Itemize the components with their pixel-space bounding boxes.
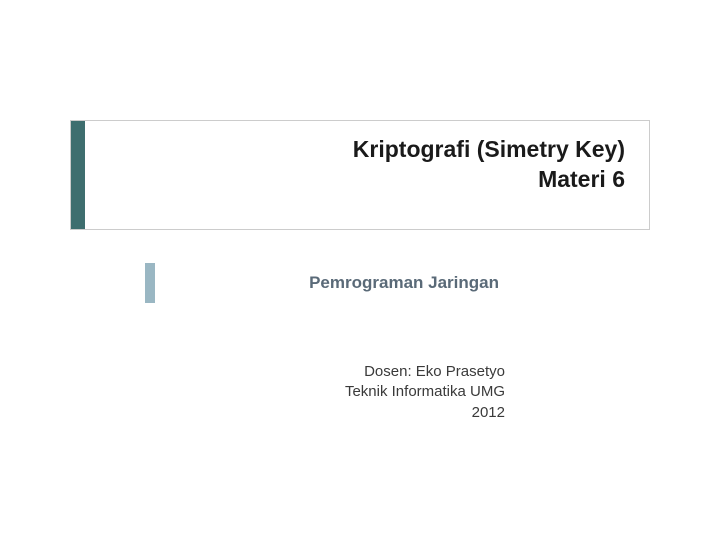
footer-department: Teknik Informatika UMG xyxy=(145,382,505,402)
title-accent-bar xyxy=(71,121,85,229)
footer-block: Dosen: Eko Prasetyo Teknik Informatika U… xyxy=(145,362,505,423)
title-line-1: Kriptografi (Simetry Key) xyxy=(85,135,625,165)
footer-lecturer: Dosen: Eko Prasetyo xyxy=(145,362,505,382)
subtitle-block: Pemrograman Jaringan xyxy=(145,263,505,303)
title-line-2: Materi 6 xyxy=(85,165,625,195)
subtitle-accent-bar xyxy=(145,263,155,303)
title-text-container: Kriptografi (Simetry Key) Materi 6 xyxy=(85,121,649,229)
title-block: Kriptografi (Simetry Key) Materi 6 xyxy=(70,120,650,230)
footer-year: 2012 xyxy=(145,403,505,423)
subtitle-text: Pemrograman Jaringan xyxy=(155,273,505,293)
